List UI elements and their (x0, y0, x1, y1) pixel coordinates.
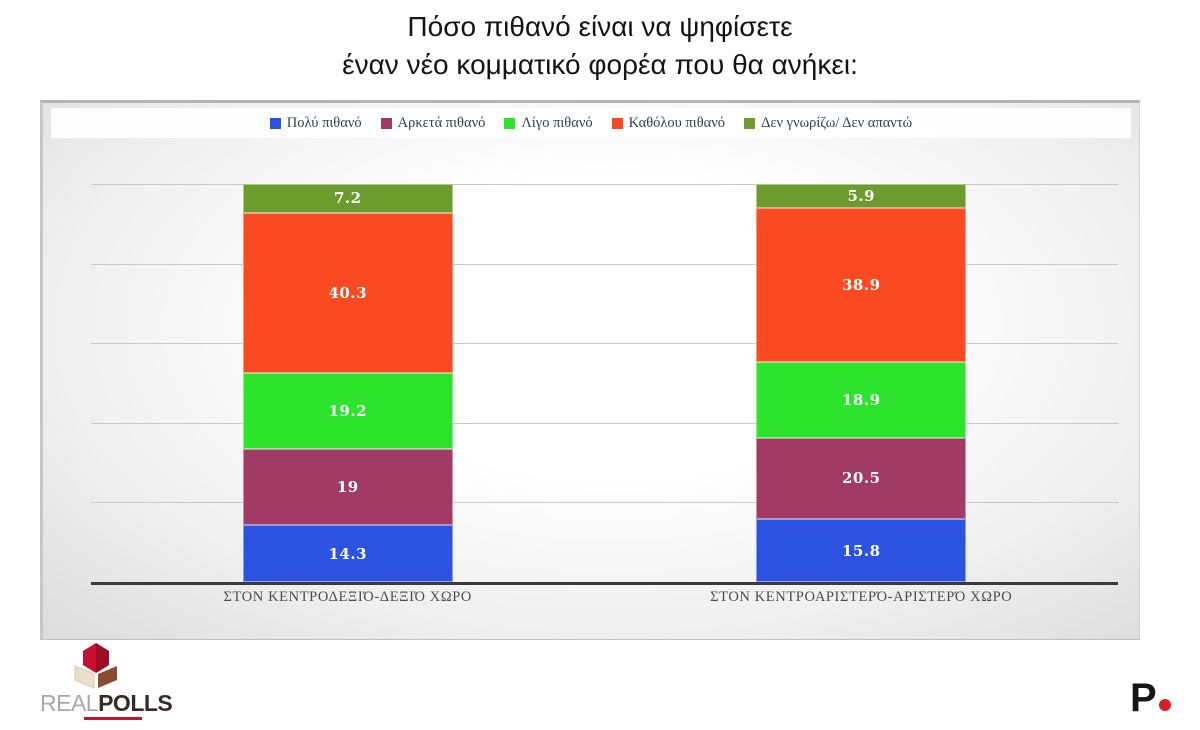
category-axis: ΣΤΟΝ ΚΕΝΤΡΟΔΕΞΙΌ-ΔΕΞΙΌ ΧΩΡΟ ΣΤΟΝ ΚΕΝΤΡΟΑ… (91, 589, 1118, 606)
legend-label: Αρκετά πιθανό (397, 114, 486, 131)
legend-item: Πολύ πιθανό (269, 114, 362, 132)
bar-value-label: 14.3 (328, 544, 368, 563)
legend-swatch-icon (744, 117, 756, 129)
category-label-2: ΣΤΟΝ ΚΕΝΤΡΟΑΡΙΣΤΕΡΌ-ΑΡΙΣΤΕΡΌ ΧΩΡΟ (710, 589, 1013, 605)
bar-value-label: 18.9 (841, 390, 881, 409)
gridline-40 (91, 422, 1118, 424)
stacked-bar-2: 15.8 20.5 18.9 38.9 5.9 (756, 184, 967, 582)
plot-area: 14.3 19 19.2 40.3 7.2 15.8 20.5 18.9 38.9 5.9 (91, 184, 1118, 582)
bar-value-label: 38.9 (841, 275, 881, 294)
bar-segment: 18.9 (756, 362, 967, 438)
realpolls-tagline (84, 717, 142, 720)
chart-panel: Πολύ πιθανό Αρκετά πιθανό Λίγο πιθανό Καθόλ… (40, 100, 1140, 640)
category-label-1: ΣΤΟΝ ΚΕΝΤΡΟΔΕΞΙΌ-ΔΕΞΙΌ ΧΩΡΟ (223, 589, 472, 605)
gridline-80 (91, 263, 1118, 265)
legend-label: Λίγο πιθανό (521, 114, 593, 131)
bar-segment: 5.9 (756, 184, 967, 208)
realpolls-cube-icon (74, 643, 117, 689)
stacked-bar-1: 14.3 19 19.2 40.3 7.2 (242, 184, 453, 582)
legend-item: Λίγο πιθανό (504, 114, 593, 132)
bar-segment: 7.2 (242, 184, 453, 213)
bar-column-2: 15.8 20.5 18.9 38.9 5.9 (605, 184, 1119, 582)
bar-value-label: 15.8 (841, 541, 881, 560)
bar-segment: 38.9 (756, 207, 967, 363)
gridline-20 (91, 502, 1118, 504)
bar-value-label: 19.2 (328, 402, 368, 421)
realpolls-word-bold: POLLS (98, 690, 173, 716)
legend-item: Καθόλου πιθανό (611, 114, 726, 132)
p-logo-letter: P (1130, 676, 1157, 720)
realpolls-wordmark: REALPOLLS (40, 691, 190, 715)
chart-title-line2: έναν νέο κομματικό φορέα που θα ανήκει: (342, 49, 858, 80)
bar-column-1: 14.3 19 19.2 40.3 7.2 (91, 184, 605, 582)
bar-value-label: 19 (336, 478, 359, 497)
bar-segment: 19 (242, 449, 453, 526)
bar-segment: 19.2 (242, 373, 453, 450)
legend-label: Δεν γνωρίζω/ Δεν απαντώ (761, 114, 913, 131)
gridline-60 (91, 343, 1118, 345)
legend: Πολύ πιθανό Αρκετά πιθανό Λίγο πιθανό Καθόλ… (51, 108, 1131, 138)
legend-swatch-icon (380, 117, 392, 129)
p-logo: P (1130, 678, 1171, 718)
legend-swatch-icon (611, 117, 623, 129)
legend-swatch-icon (269, 117, 281, 129)
chart-title-line1: Πόσο πιθανό είναι να ψηφίσετε (407, 11, 793, 42)
bar-segment: 20.5 (756, 437, 967, 520)
bar-segment: 15.8 (756, 519, 967, 582)
realpolls-logo: REALPOLLS (40, 643, 190, 720)
legend-item: Δεν γνωρίζω/ Δεν απαντώ (744, 115, 912, 132)
p-logo-dot-icon (1158, 699, 1171, 711)
bar-value-label: 7.2 (333, 189, 362, 208)
legend-label: Πολύ πιθανό (286, 114, 362, 131)
x-axis-line (91, 582, 1118, 585)
bar-segment: 14.3 (242, 525, 453, 582)
chart-title: Πόσο πιθανό είναι να ψηφίσετε έναν νέο κ… (0, 8, 1200, 84)
bar-value-label: 20.5 (841, 469, 881, 488)
legend-item: Αρκετά πιθανό (380, 114, 486, 132)
gridline-100 (91, 184, 1118, 185)
legend-swatch-icon (504, 117, 516, 129)
realpolls-word-light: REAL (40, 690, 99, 716)
bar-segment: 40.3 (242, 212, 453, 374)
bar-value-label: 40.3 (328, 283, 368, 302)
bar-value-label: 5.9 (847, 186, 876, 205)
legend-label: Καθόλου πιθανό (628, 114, 726, 131)
